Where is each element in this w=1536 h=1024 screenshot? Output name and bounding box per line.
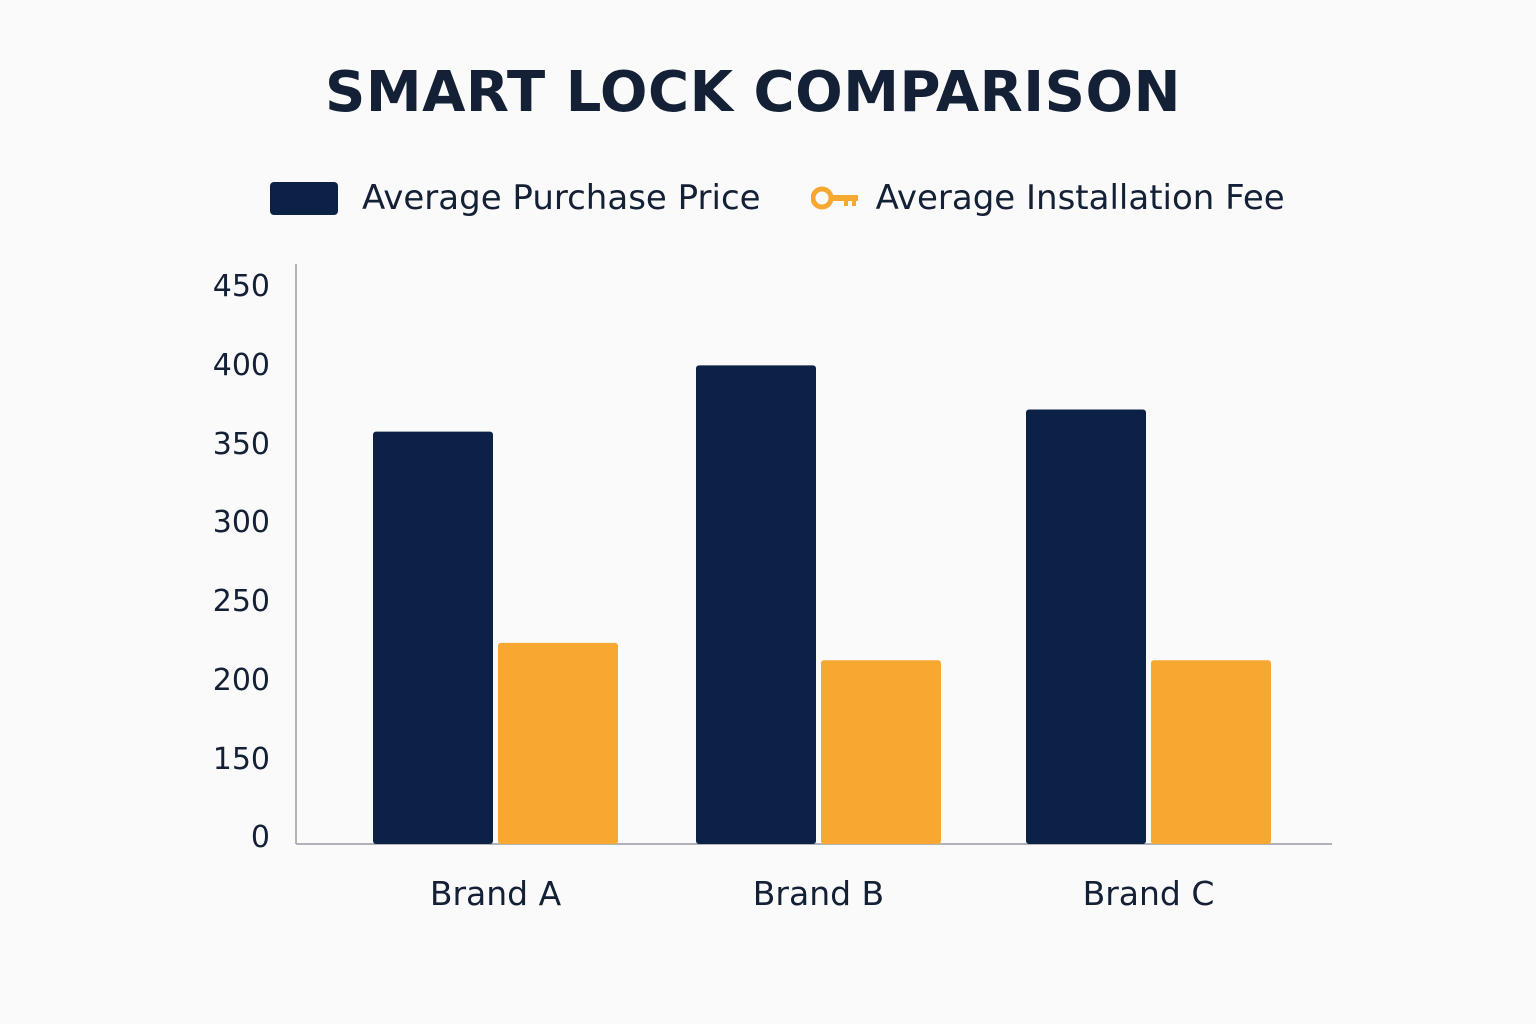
x-category-label: Brand A: [430, 874, 562, 913]
purchase-price-bar: [373, 431, 493, 844]
installation-fee-bar: [821, 660, 941, 844]
y-tick-label: 400: [213, 348, 270, 383]
x-category-label: Brand B: [753, 874, 884, 913]
legend-item-purchase: Average Purchase Price: [270, 178, 761, 218]
y-tick-label: 350: [213, 427, 270, 462]
chart-title: SMART LOCK COMPARISON: [325, 60, 1181, 125]
legend: Average Purchase Price Average Installat…: [270, 172, 1285, 224]
x-category-label: Brand C: [1083, 874, 1215, 913]
legend-item-installation: Average Installation Fee: [761, 178, 1285, 218]
purchase-price-bar: [696, 365, 816, 844]
legend-swatch-purchase: [270, 181, 338, 215]
installation-fee-bar: [498, 642, 618, 844]
installation-fee-bar: [1151, 660, 1271, 844]
legend-label-purchase: Average Purchase Price: [362, 178, 761, 218]
legend-label-installation: Average Installation Fee: [875, 178, 1285, 218]
y-tick-label: 300: [213, 505, 270, 540]
purchase-price-bar: [1026, 409, 1146, 844]
y-tick-label: 0: [251, 820, 270, 855]
y-tick-label: 200: [213, 663, 270, 698]
y-tick-label: 150: [213, 742, 270, 777]
y-tick-label: 250: [213, 584, 270, 619]
y-tick-label: 450: [213, 269, 270, 304]
key-icon: [810, 186, 858, 210]
